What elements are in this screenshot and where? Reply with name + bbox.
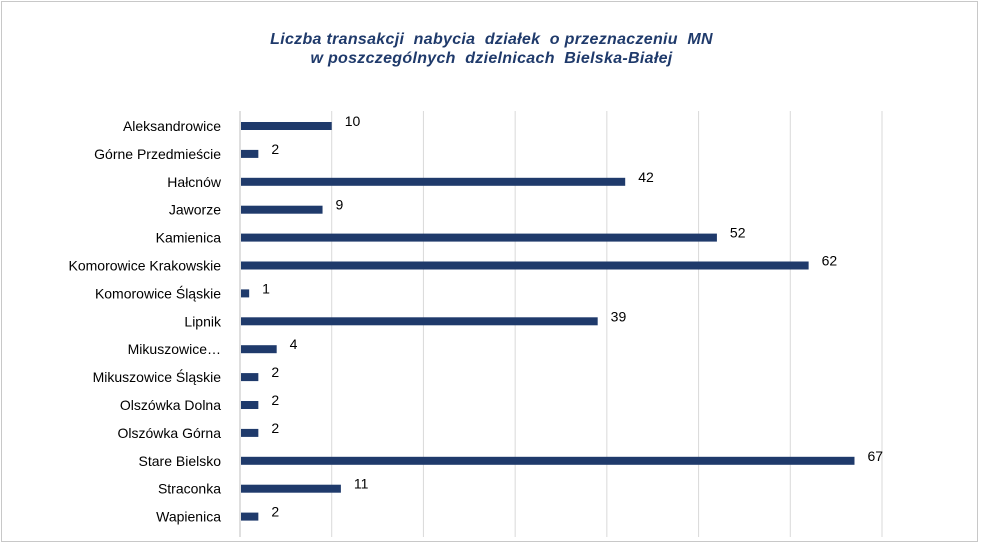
category-label: Aleksandrowice [123, 118, 221, 134]
data-label: 10 [345, 113, 361, 129]
data-label: 62 [822, 253, 838, 269]
data-label: 39 [611, 308, 627, 324]
category-label: Górne Przedmieście [94, 146, 221, 162]
data-label: 42 [638, 169, 654, 185]
bar [241, 261, 809, 270]
bar [241, 512, 259, 521]
chart-title-line-2: w poszczególnych dzielnicach Bielska-Bia… [310, 50, 673, 67]
data-label: 2 [271, 141, 279, 157]
bar [241, 373, 259, 382]
bar [241, 289, 250, 298]
chart-title: Liczba transakcji nabycia działek o prze… [0, 30, 983, 68]
data-label: 2 [271, 392, 279, 408]
data-label: 52 [730, 225, 746, 241]
data-label: 11 [354, 476, 369, 492]
bar [241, 428, 259, 437]
category-label: Komorowice Krakowskie [69, 258, 222, 274]
bar [241, 484, 341, 493]
category-label: Kamienica [156, 230, 222, 246]
data-label: 4 [290, 336, 298, 352]
category-label: Straconka [158, 481, 221, 497]
bar [241, 317, 598, 326]
chart-title-line-1: Liczba transakcji nabycia działek o prze… [270, 31, 713, 48]
bar [241, 122, 332, 130]
bar [241, 233, 717, 242]
data-label: 2 [271, 504, 279, 520]
bar [241, 177, 626, 186]
category-label: Stare Bielsko [139, 453, 222, 469]
category-label: Komorowice Śląskie [95, 284, 221, 301]
data-label: 67 [867, 448, 883, 464]
category-label: Mikuszowice Śląskie [93, 368, 222, 385]
data-label: 9 [336, 197, 344, 213]
bar [241, 345, 277, 354]
bar [241, 149, 259, 158]
category-label: Olszówka Górna [118, 425, 222, 441]
category-label: Wapienica [156, 509, 221, 525]
bar [241, 205, 323, 214]
category-label: Mikuszowice… [128, 341, 221, 357]
bar [241, 456, 855, 465]
category-label: Lipnik [184, 313, 222, 329]
category-label: Hałcnów [167, 174, 222, 190]
data-label: 2 [271, 420, 279, 436]
category-label: Jaworze [169, 202, 221, 218]
category-label: Olszówka Dolna [120, 397, 221, 413]
bar [241, 401, 259, 409]
data-label: 2 [271, 364, 279, 380]
data-label: 1 [262, 280, 270, 296]
